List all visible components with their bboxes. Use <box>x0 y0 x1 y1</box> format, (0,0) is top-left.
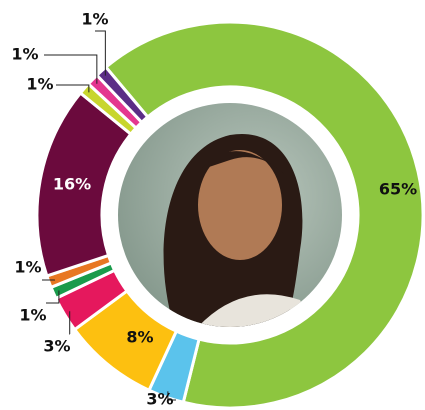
value-label: 1% <box>81 10 108 29</box>
value-label: 1% <box>19 306 46 325</box>
photo <box>104 89 356 341</box>
leader-line <box>95 30 106 76</box>
value-label: 16% <box>53 175 91 194</box>
leader-line <box>44 54 98 84</box>
donut-segment <box>94 65 150 125</box>
value-label: 1% <box>26 75 53 94</box>
value-label: 3% <box>43 337 70 356</box>
value-label: 1% <box>11 45 38 64</box>
donut <box>35 20 425 410</box>
value-label: 65% <box>379 180 417 199</box>
value-label: 1% <box>14 258 41 277</box>
leader-line <box>167 391 176 401</box>
donut-segment <box>103 20 425 410</box>
leader-line <box>56 84 90 93</box>
leader-line <box>46 290 60 304</box>
value-label: 3% <box>146 390 173 409</box>
value-label: 8% <box>126 328 153 347</box>
